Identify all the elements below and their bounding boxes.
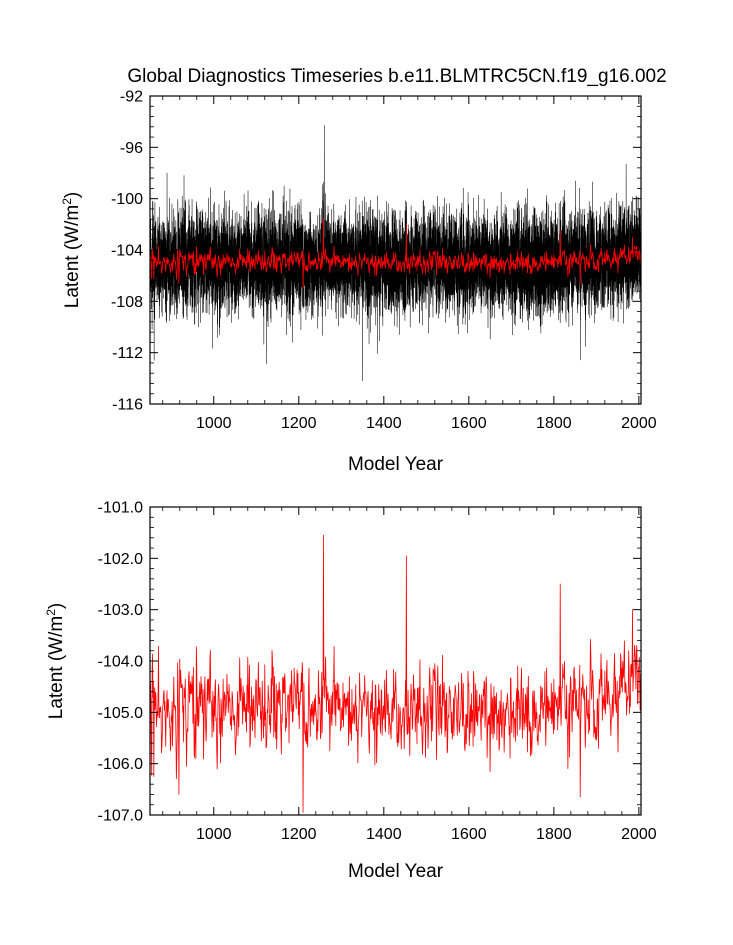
top-y-axis-label: Latent (W/m2) [60, 192, 83, 309]
y-tick-label: -112 [112, 345, 143, 362]
bottom-ylabel-close: ) [46, 603, 67, 609]
svg-text:Latent (W/m2): Latent (W/m2) [44, 603, 67, 720]
x-tick-label: 2000 [621, 415, 657, 432]
top-ylabel-sup: 2 [60, 198, 74, 205]
y-tick-label: -108 [111, 294, 143, 311]
y-tick-label: -105.0 [98, 705, 143, 722]
x-tick-label: 1200 [281, 826, 317, 843]
top-ylabel-main: Latent (W/m [62, 205, 83, 308]
y-tick-label: -103.0 [98, 602, 143, 619]
y-tick-label: -92 [120, 89, 143, 106]
x-tick-label: 1600 [451, 415, 487, 432]
bottom-plot-series [150, 534, 641, 813]
top-annual-series-line [150, 218, 641, 289]
y-tick-label: -96 [120, 140, 143, 157]
y-tick-label: -104 [111, 243, 143, 260]
chart-title: Global Diagnostics Timeseries b.e11.BLMT… [127, 66, 666, 87]
y-tick-label: -104.0 [98, 654, 143, 671]
x-tick-label: 1400 [366, 826, 402, 843]
y-tick-label: -100 [111, 191, 143, 208]
x-tick-label: 1800 [536, 415, 572, 432]
bottom-plot-ticks: 1000 1200 1400 1600 1800 2000 -101.0 -102.0 -103… [98, 500, 657, 844]
svg-text:Latent (W/m2): Latent (W/m2) [60, 192, 83, 309]
y-tick-label: -107.0 [98, 808, 143, 825]
top-plot-ticks: 1000 1200 1400 1600 1800 2000 -92 -96 -100 -104 -1… [111, 89, 657, 433]
x-tick-label: 1000 [196, 826, 232, 843]
bottom-panel: 1000 1200 1400 1600 1800 2000 -101.0 -102.0 -103… [44, 500, 657, 883]
x-tick-label: 1800 [536, 826, 572, 843]
x-tick-label: 2000 [621, 826, 657, 843]
x-tick-label: 1000 [196, 415, 232, 432]
x-tick-label: 1600 [451, 826, 487, 843]
bottom-ylabel-main: Latent (W/m [46, 616, 67, 719]
x-tick-label: 1400 [366, 415, 402, 432]
top-ylabel-close: ) [62, 192, 83, 198]
bottom-ylabel-sup: 2 [44, 609, 58, 616]
y-tick-label: -116 [112, 397, 143, 414]
y-tick-label: -101.0 [98, 500, 143, 517]
y-tick-label: -106.0 [98, 756, 143, 773]
bottom-y-axis-label: Latent (W/m2) [44, 603, 67, 720]
bottom-annual-series-line [150, 534, 641, 813]
top-monthly-series-line [150, 125, 641, 382]
top-panel: 1000 1200 1400 1600 1800 2000 -92 -96 -100 -104 -1… [60, 89, 657, 476]
bottom-plot-frame [149, 506, 642, 816]
x-tick-label: 1200 [281, 415, 317, 432]
top-x-axis-label: Model Year [348, 454, 444, 475]
bottom-x-axis-label: Model Year [348, 861, 444, 882]
y-tick-label: -102.0 [98, 551, 143, 568]
top-plot-series [150, 125, 641, 382]
